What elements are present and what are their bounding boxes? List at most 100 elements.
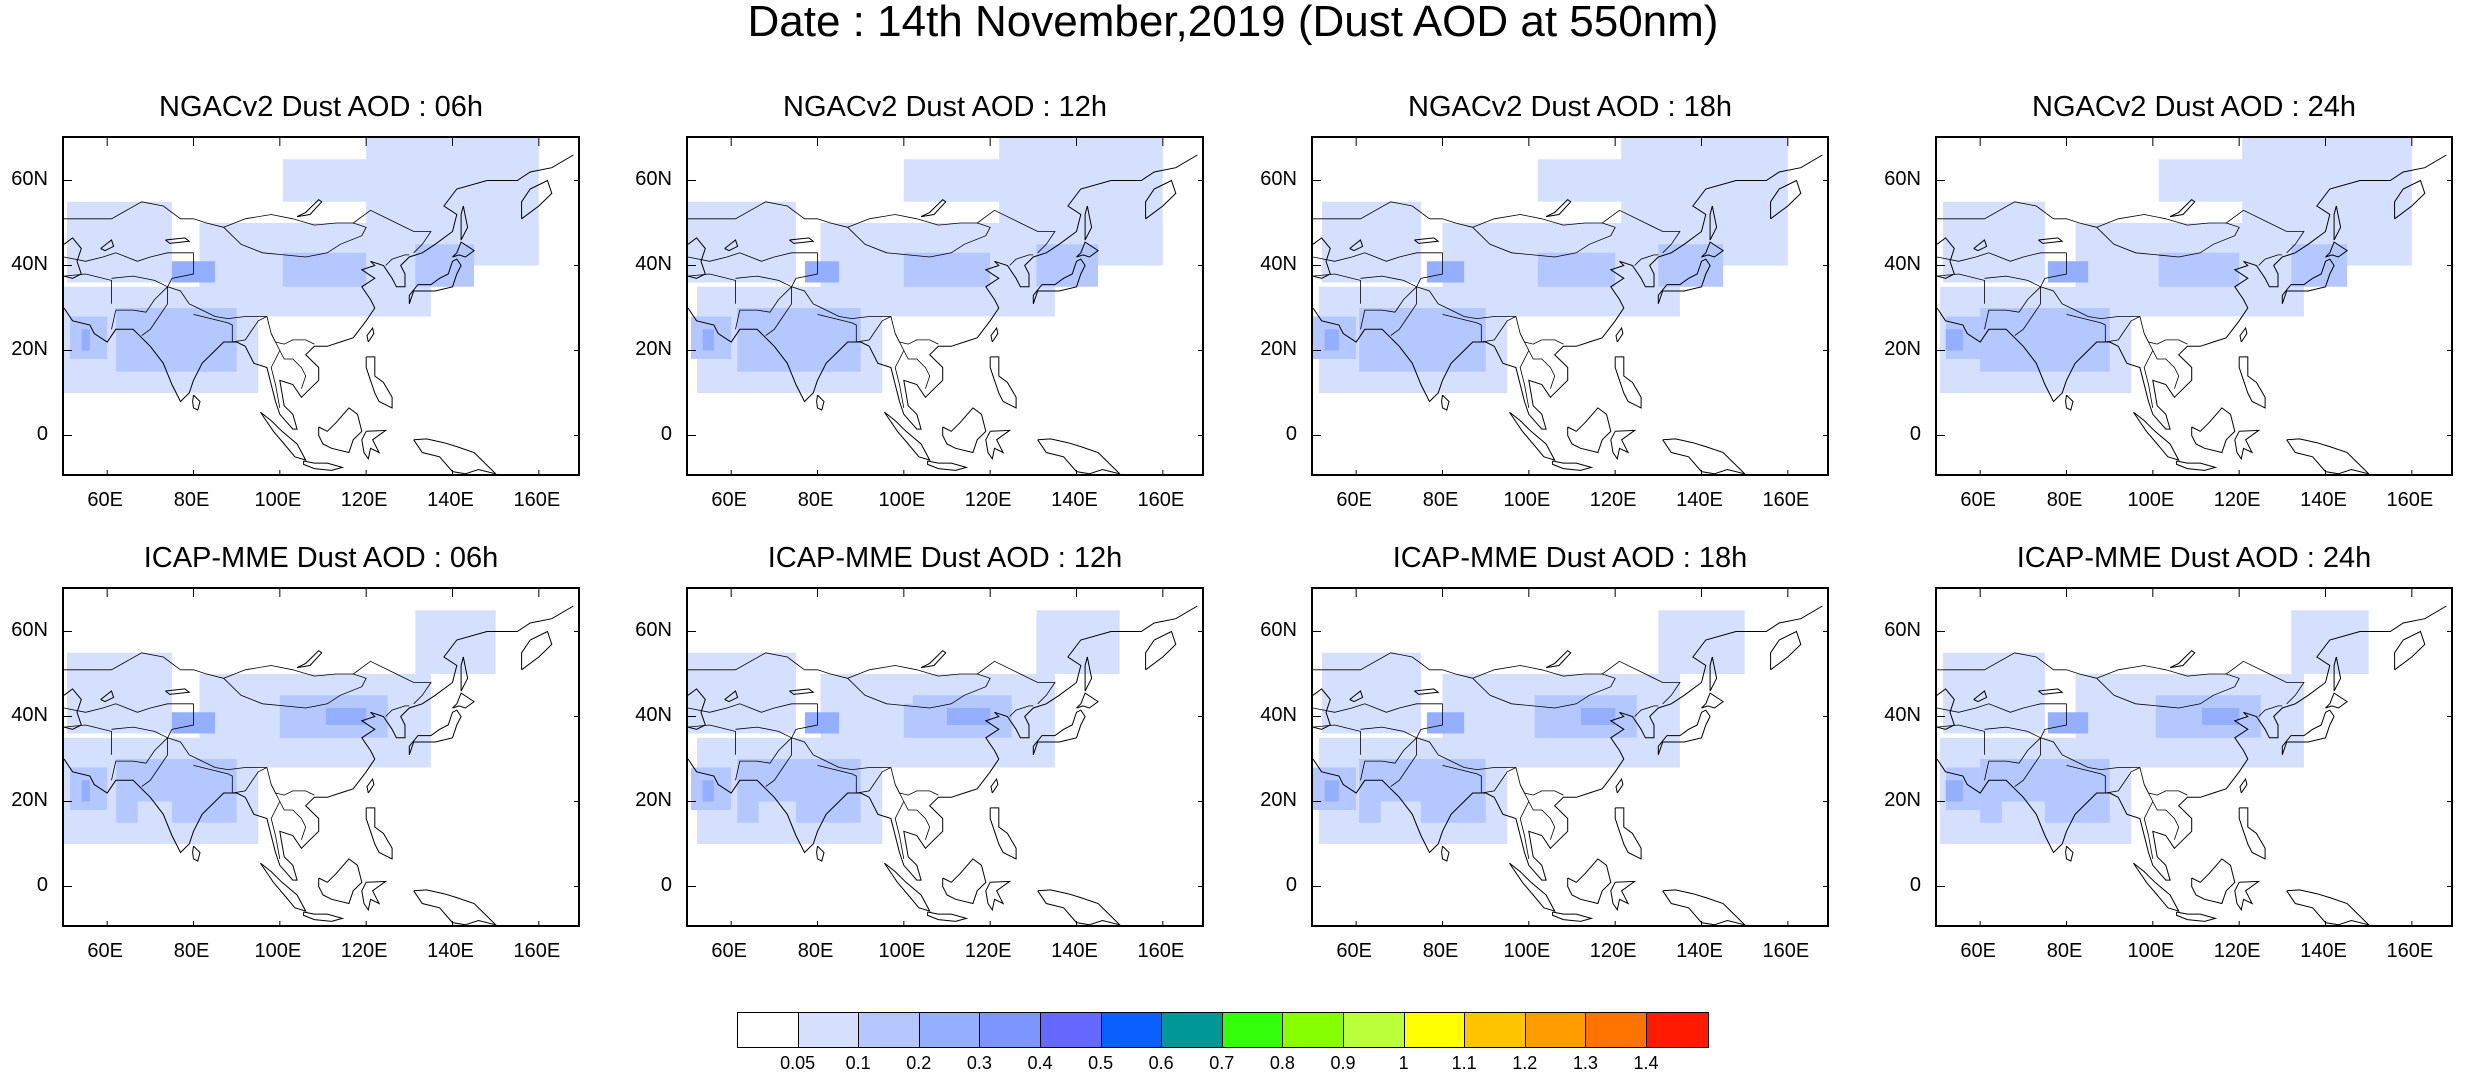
country-border [765,737,792,787]
coastline [2132,411,2180,461]
dust-aod-area [1658,244,1724,287]
x-tick-label: 140E [427,489,474,511]
coastline [2394,630,2426,671]
colorbar-swatch [1283,1013,1344,1047]
x-tick-label: 60E [711,940,747,962]
colorbar-label: 0.1 [845,1053,871,1073]
country-border [193,765,268,794]
coastline [1770,630,1802,671]
coastline [413,438,497,474]
dust-aod-area [1359,308,1486,372]
coastline [1441,394,1450,411]
coastline [789,688,815,695]
country-border [688,273,736,304]
coastline [1349,239,1364,252]
x-tick-label: 60E [87,940,123,962]
map-canvas [1937,138,2451,474]
country-border [223,660,432,709]
y-tick-label: 60N [11,167,48,190]
coastline [296,198,323,218]
dust-aod-area [2202,708,2240,725]
coastline [920,198,947,218]
colorbar-label: 0.9 [1330,1053,1356,1073]
colorbar-swatch [1465,1013,1526,1047]
coastline [303,460,345,471]
x-tick-label: 100E [254,489,302,511]
coastline [2038,688,2064,695]
colorbar-swatch [1040,1013,1102,1047]
y-tick-label: 40N [1884,252,1921,275]
coastline [1084,656,1093,692]
country-border [735,275,793,330]
map-panel [1935,136,2453,476]
dust-aod-area [2047,712,2089,734]
coastline [2281,709,2335,755]
colorbar-swatch [1525,1013,1587,1047]
colorbar-swatch [859,1013,920,1047]
map-canvas [1313,589,1827,925]
coastline [1615,777,1624,794]
country-border [64,273,112,304]
coastline [1770,179,1802,220]
country-border [1442,765,1517,794]
country-border [64,201,224,228]
x-tick-label: 100E [1503,940,1551,962]
coastline [688,688,706,730]
coastline [1390,337,1495,403]
x-tick-label: 160E [513,940,561,962]
coastline [724,239,739,252]
coastline [1032,258,1086,304]
coastline [989,807,1017,860]
x-tick-label: 140E [1676,489,1723,511]
country-border [1937,201,2097,228]
coastline [1614,807,1642,860]
dust-aod-area [1426,712,1465,734]
map-canvas [1313,138,1827,474]
map-canvas [1937,589,2451,925]
colorbar-swatch [1404,1013,1466,1047]
coastline [452,692,475,709]
country-border [688,652,848,679]
dust-aod-area [1036,244,1099,287]
x-tick-label: 60E [711,489,747,511]
dust-aod-area [116,308,237,372]
y-tick-label: 20N [1884,337,1921,360]
x-tick-label: 100E [1503,489,1551,511]
y-tick-label: 20N [635,788,672,811]
country-border [2096,209,2305,258]
country-border [894,350,905,408]
coastline [2281,258,2335,304]
x-tick-label: 120E [964,940,1012,962]
y-tick-label: 0 [36,422,48,445]
x-tick-label: 60E [87,489,123,511]
coastline [2286,438,2370,474]
coastline [141,788,246,854]
x-tick-label: 120E [964,489,1012,511]
coastline [1076,241,1099,258]
coastline [2238,807,2266,860]
colorbar-swatch [1101,1013,1163,1047]
country-border [1634,254,1659,266]
y-tick-label: 60N [1884,618,1921,641]
coastline [303,911,345,922]
coastline [1614,356,1642,409]
coastline [927,460,969,471]
coastline [1567,858,1612,905]
country-border [2066,314,2141,343]
coastline [2238,356,2266,409]
dust-aod-area [81,329,90,351]
country-border [1442,314,1517,343]
coastline [883,411,931,461]
y-tick-label: 20N [1260,788,1297,811]
coastline [2132,862,2180,912]
y-tick-label: 60N [635,618,672,641]
dust-aod-area [2158,252,2240,287]
coastline [1493,154,1823,430]
country-border [2040,703,2188,796]
coastline [868,154,1198,430]
x-tick-label: 120E [2213,940,2261,962]
country-border [1519,350,1530,408]
y-tick-label: 0 [1909,873,1921,896]
coastline [688,237,706,279]
coastline [1701,241,1724,258]
